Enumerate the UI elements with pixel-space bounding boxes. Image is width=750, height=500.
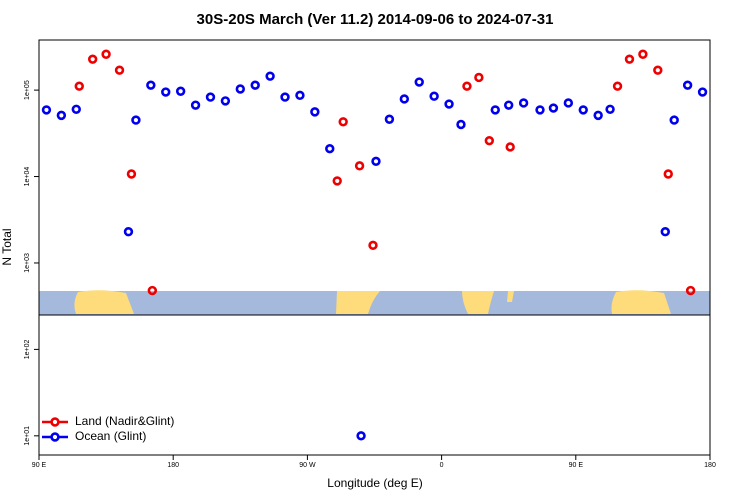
point — [147, 285, 158, 296]
point — [74, 81, 84, 91]
point — [504, 100, 514, 110]
point — [593, 110, 603, 121]
point — [605, 104, 615, 114]
point — [399, 94, 410, 104]
point — [456, 119, 466, 130]
point — [663, 169, 673, 179]
legend-label: Land (Nadir&Glint) — [75, 414, 174, 428]
point — [578, 105, 588, 115]
point — [265, 71, 275, 81]
point — [371, 156, 381, 167]
legend-marker — [50, 432, 60, 442]
x-tick-label: 90 E — [32, 462, 47, 469]
point — [295, 90, 305, 101]
point — [356, 431, 366, 441]
point — [146, 80, 156, 90]
point — [682, 80, 693, 90]
x-tick-label: 180 — [704, 462, 716, 469]
point — [220, 96, 231, 106]
point — [101, 49, 111, 59]
point — [535, 105, 545, 115]
x-tick-label: 0 — [440, 462, 444, 469]
point — [484, 135, 495, 146]
point — [205, 92, 216, 102]
point — [126, 169, 137, 179]
point — [41, 105, 52, 115]
point — [624, 54, 635, 64]
x-tick-label: 90 E — [569, 462, 584, 469]
point — [612, 81, 623, 91]
point — [384, 114, 395, 124]
point — [123, 227, 134, 237]
point — [563, 98, 574, 108]
point — [414, 77, 424, 87]
legend-marker — [50, 417, 60, 427]
point — [354, 161, 365, 171]
point — [310, 107, 320, 117]
point — [505, 142, 515, 152]
point — [490, 105, 500, 115]
point — [444, 99, 454, 109]
point — [474, 72, 484, 83]
point — [685, 285, 696, 296]
point — [114, 65, 125, 75]
y-tick-label: 1e+04 — [24, 167, 31, 187]
x-tick-label: 180 — [167, 462, 179, 469]
point — [518, 98, 529, 108]
point — [235, 84, 246, 94]
point — [250, 80, 260, 90]
point — [638, 49, 648, 59]
point — [368, 240, 378, 251]
point — [56, 110, 67, 121]
x-tick-label: 90 W — [299, 462, 316, 469]
point — [429, 91, 439, 101]
point — [190, 100, 201, 110]
chart-title: 30S-20S March (Ver 11.2) 2014-09-06 to 2… — [197, 11, 554, 28]
point — [669, 115, 679, 125]
point — [548, 103, 559, 113]
point — [325, 143, 335, 154]
point — [87, 54, 98, 64]
y-tick-label: 1e+02 — [24, 339, 31, 359]
point — [660, 227, 670, 237]
point — [338, 117, 348, 127]
point — [332, 176, 342, 186]
point — [462, 81, 472, 91]
point — [697, 87, 708, 97]
plot-frame — [38, 39, 711, 456]
point — [131, 115, 141, 125]
map-strip — [39, 290, 710, 315]
y-axis-label: N Total — [0, 228, 14, 265]
point — [653, 65, 663, 75]
point — [175, 86, 186, 96]
legend-label: Ocean (Glint) — [75, 429, 146, 443]
point — [71, 104, 81, 114]
y-tick-label: 1e+01 — [24, 426, 31, 446]
point — [280, 92, 290, 102]
x-axis-label: Longitude (deg E) — [327, 476, 422, 490]
y-tick-label: 1e+03 — [24, 253, 31, 273]
point — [161, 87, 171, 97]
y-tick-label: 1e+05 — [24, 80, 31, 100]
